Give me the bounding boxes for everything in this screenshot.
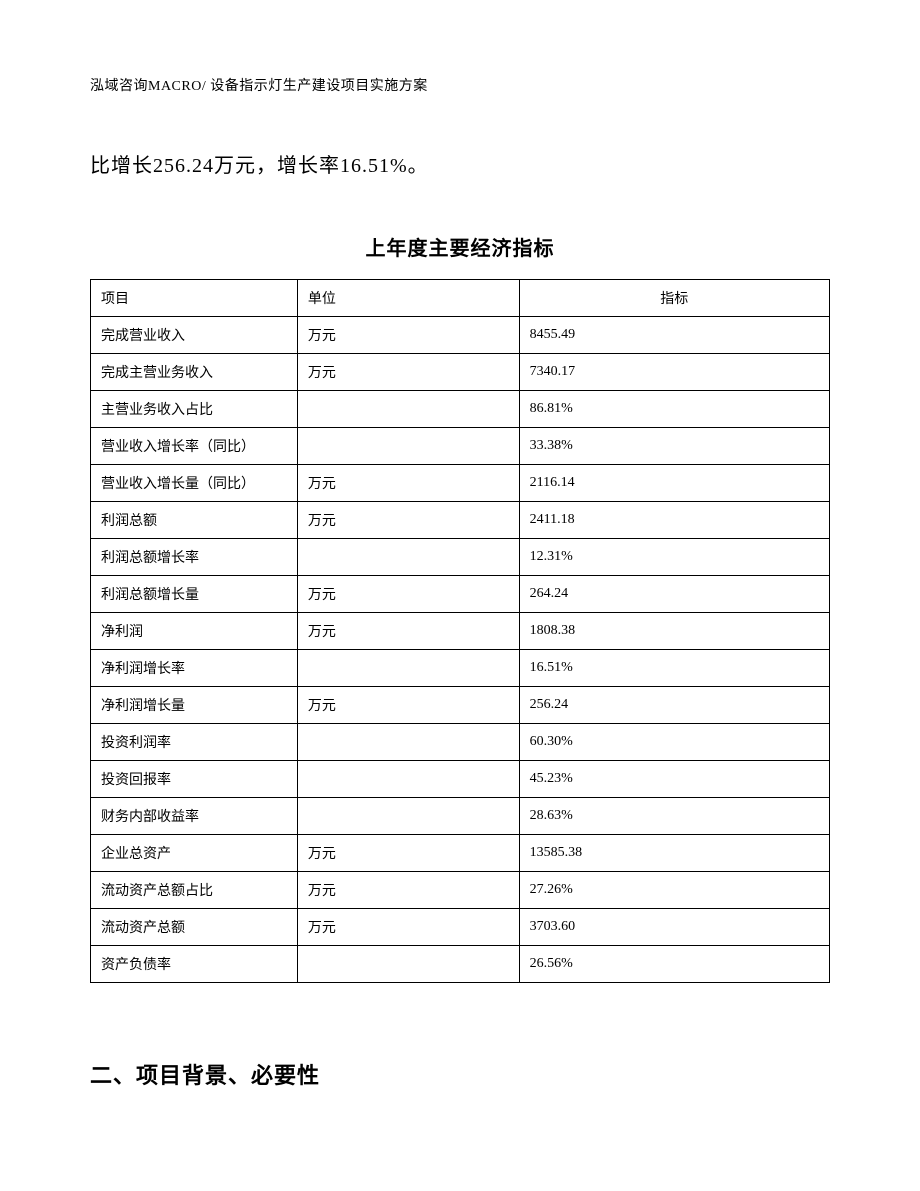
table-row: 企业总资产万元13585.38 (91, 835, 830, 872)
table-cell: 营业收入增长量（同比） (91, 465, 298, 502)
table-cell: 净利润增长率 (91, 650, 298, 687)
table-cell: 万元 (297, 317, 519, 354)
table-body: 完成营业收入万元8455.49完成主营业务收入万元7340.17主营业务收入占比… (91, 317, 830, 983)
table-cell: 45.23% (519, 761, 829, 798)
table-row: 主营业务收入占比 86.81% (91, 391, 830, 428)
table-row: 资产负债率 26.56% (91, 946, 830, 983)
table-cell: 主营业务收入占比 (91, 391, 298, 428)
table-row: 投资利润率 60.30% (91, 724, 830, 761)
table-cell (297, 798, 519, 835)
table-row: 财务内部收益率 28.63% (91, 798, 830, 835)
table-cell: 财务内部收益率 (91, 798, 298, 835)
table-cell: 流动资产总额占比 (91, 872, 298, 909)
table-cell: 营业收入增长率（同比） (91, 428, 298, 465)
table-cell: 完成营业收入 (91, 317, 298, 354)
table-cell: 8455.49 (519, 317, 829, 354)
table-row: 营业收入增长量（同比）万元2116.14 (91, 465, 830, 502)
table-cell: 企业总资产 (91, 835, 298, 872)
table-cell: 2116.14 (519, 465, 829, 502)
table-row: 净利润增长率 16.51% (91, 650, 830, 687)
table-cell: 60.30% (519, 724, 829, 761)
table-row: 完成主营业务收入万元7340.17 (91, 354, 830, 391)
table-cell: 利润总额增长量 (91, 576, 298, 613)
table-title: 上年度主要经济指标 (90, 232, 830, 261)
table-cell: 26.56% (519, 946, 829, 983)
table-cell (297, 539, 519, 576)
table-cell: 万元 (297, 502, 519, 539)
body-paragraph: 比增长256.24万元，增长率16.51%。 (90, 150, 830, 182)
table-row: 利润总额增长量万元264.24 (91, 576, 830, 613)
table-cell: 27.26% (519, 872, 829, 909)
table-cell: 万元 (297, 687, 519, 724)
table-row: 利润总额增长率 12.31% (91, 539, 830, 576)
table-row: 流动资产总额占比万元27.26% (91, 872, 830, 909)
table-header-row: 项目 单位 指标 (91, 280, 830, 317)
table-cell: 万元 (297, 835, 519, 872)
table-cell: 利润总额增长率 (91, 539, 298, 576)
table-cell: 万元 (297, 354, 519, 391)
table-cell (297, 761, 519, 798)
table-cell: 万元 (297, 576, 519, 613)
table-cell: 7340.17 (519, 354, 829, 391)
table-cell: 13585.38 (519, 835, 829, 872)
table-row: 流动资产总额万元3703.60 (91, 909, 830, 946)
table-row: 完成营业收入万元8455.49 (91, 317, 830, 354)
table-cell: 3703.60 (519, 909, 829, 946)
table-cell: 28.63% (519, 798, 829, 835)
table-cell (297, 391, 519, 428)
table-header-cell: 单位 (297, 280, 519, 317)
table-cell: 256.24 (519, 687, 829, 724)
table-cell: 16.51% (519, 650, 829, 687)
table-cell (297, 650, 519, 687)
document-header: 泓域咨询MACRO/ 设备指示灯生产建设项目实施方案 (90, 75, 830, 95)
table-cell: 流动资产总额 (91, 909, 298, 946)
table-cell: 利润总额 (91, 502, 298, 539)
table-cell: 万元 (297, 872, 519, 909)
table-cell: 完成主营业务收入 (91, 354, 298, 391)
table-cell: 33.38% (519, 428, 829, 465)
section-heading: 二、项目背景、必要性 (90, 1058, 830, 1090)
table-cell: 1808.38 (519, 613, 829, 650)
table-cell: 2411.18 (519, 502, 829, 539)
table-row: 净利润万元1808.38 (91, 613, 830, 650)
table-cell: 万元 (297, 465, 519, 502)
table-row: 净利润增长量万元256.24 (91, 687, 830, 724)
table-cell: 投资回报率 (91, 761, 298, 798)
table-cell: 万元 (297, 613, 519, 650)
table-header-cell: 项目 (91, 280, 298, 317)
table-row: 投资回报率 45.23% (91, 761, 830, 798)
economic-indicators-table: 项目 单位 指标 完成营业收入万元8455.49完成主营业务收入万元7340.1… (90, 279, 830, 983)
table-cell: 资产负债率 (91, 946, 298, 983)
table-cell: 12.31% (519, 539, 829, 576)
table-cell: 投资利润率 (91, 724, 298, 761)
table-cell: 净利润增长量 (91, 687, 298, 724)
table-header-cell: 指标 (519, 280, 829, 317)
table-row: 营业收入增长率（同比） 33.38% (91, 428, 830, 465)
table-row: 利润总额万元2411.18 (91, 502, 830, 539)
table-cell: 264.24 (519, 576, 829, 613)
table-cell: 净利润 (91, 613, 298, 650)
table-cell (297, 724, 519, 761)
table-cell (297, 946, 519, 983)
table-cell: 86.81% (519, 391, 829, 428)
table-cell: 万元 (297, 909, 519, 946)
table-cell (297, 428, 519, 465)
